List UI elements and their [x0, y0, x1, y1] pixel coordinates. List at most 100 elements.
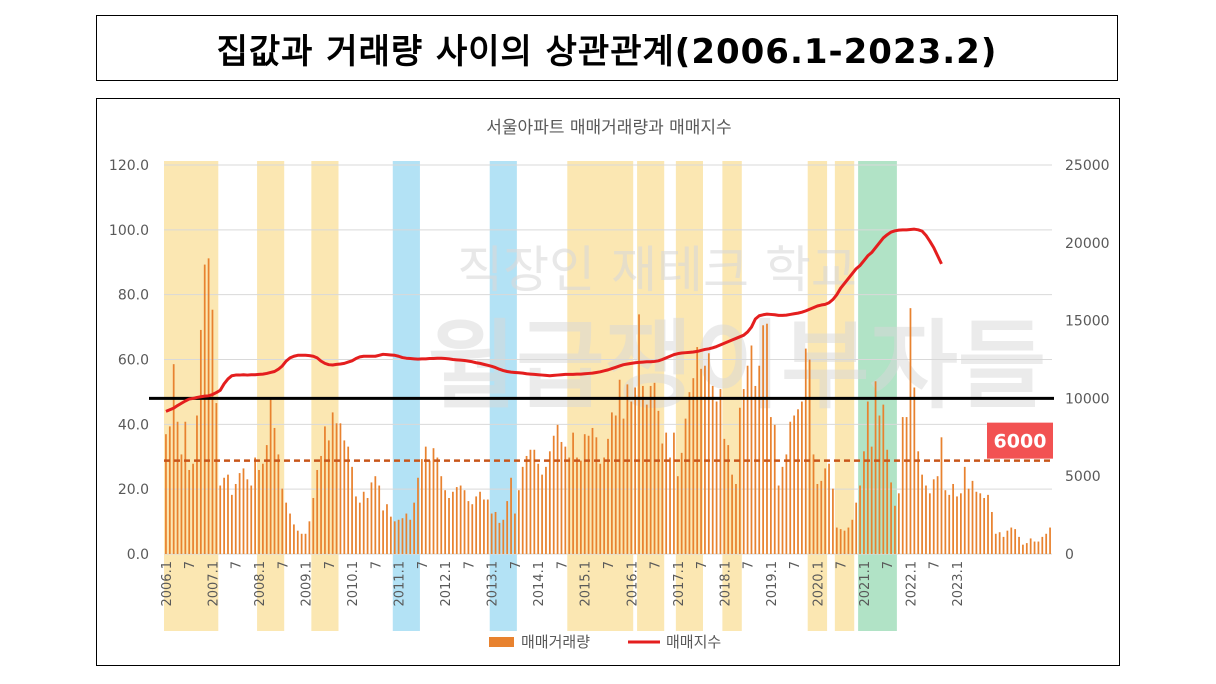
watermark-line1: 직장인 재테크 학교 [457, 241, 857, 299]
volume-bar [273, 427, 276, 554]
volume-bar [855, 502, 858, 554]
volume-bar [913, 387, 916, 554]
volume-bar [475, 496, 478, 554]
x-tick-label: 2018.1 [718, 561, 733, 607]
volume-bar [653, 382, 656, 554]
legend-swatch-bar [489, 637, 514, 647]
volume-bar [281, 488, 284, 554]
volume-bar [409, 519, 412, 554]
x-tick-label: 2023.1 [951, 561, 966, 607]
volume-bar [556, 424, 559, 554]
volume-bar [987, 494, 989, 554]
volume-bar [657, 410, 660, 554]
volume-bar [277, 454, 280, 554]
page-title-box: 집값과 거래량 사이의 상관관계(2006.1-2023.2) [96, 15, 1118, 81]
volume-bar [991, 511, 993, 554]
volume-bar [630, 401, 633, 554]
x-tick-label: 7 [183, 561, 198, 569]
volume-bar [436, 457, 439, 554]
x-tick-label: 2019.1 [765, 561, 780, 607]
volume-bar [661, 443, 664, 554]
threshold-label: 6000 [987, 422, 1053, 459]
x-tick-label: 2008.1 [253, 561, 268, 607]
x-tick-label: 7 [695, 561, 710, 569]
volume-bar [455, 487, 458, 554]
x-tick-label: 7 [835, 561, 850, 569]
volume-bar [262, 463, 264, 554]
volume-bar [789, 421, 792, 554]
volume-bar [1022, 544, 1024, 554]
volume-bar [983, 497, 986, 554]
x-tick-label: 2010.1 [346, 561, 361, 607]
volume-bar [223, 477, 225, 554]
volume-bar [564, 446, 567, 554]
volume-bar [483, 499, 485, 554]
volume-bar [308, 521, 311, 554]
volume-bar [905, 417, 908, 554]
volume-bar [401, 518, 404, 554]
volume-bar [886, 449, 889, 554]
threshold-label-bg [987, 422, 1053, 459]
volume-bar [521, 466, 524, 554]
volume-bar [797, 409, 799, 554]
x-tick-label: 2017.1 [672, 561, 687, 607]
volume-bar [339, 423, 342, 554]
volume-bar [611, 412, 613, 554]
volume-bar [684, 418, 687, 554]
x-tick-label: 7 [230, 561, 245, 569]
volume-bar [254, 457, 256, 554]
volume-bar [894, 505, 896, 554]
volume-bar [199, 329, 202, 554]
volume-bar [331, 412, 334, 554]
volume-bar [948, 494, 951, 554]
volume-bar [327, 440, 330, 554]
volume-bar [711, 385, 714, 554]
volume-bar [812, 454, 815, 554]
volume-bar [417, 477, 419, 554]
volume-bar [196, 415, 198, 554]
volume-bar [335, 423, 338, 554]
legend-label: 매매거래량 [521, 633, 590, 651]
y-left-tick-label: 100.0 [109, 223, 149, 239]
volume-bar [793, 415, 796, 554]
volume-bar [413, 502, 415, 554]
volume-bar [525, 455, 528, 554]
volume-bar [994, 533, 997, 554]
watermark-line2: 월급쟁이부자들 [428, 310, 1046, 422]
volume-bar [975, 491, 978, 554]
volume-bar [448, 497, 450, 554]
volume-bar [824, 468, 827, 554]
volume-bar [293, 524, 295, 554]
volume-bar [579, 460, 582, 554]
volume-bar [316, 469, 319, 554]
volume-bar [828, 463, 830, 554]
volume-bar [486, 499, 489, 554]
chart-container: 직장인 재테크 학교 월급쟁이부자들 6000 0.0 20.0 40.0 60.0 8… [96, 98, 1120, 666]
volume-bar [467, 501, 470, 554]
volume-bar [234, 483, 237, 554]
x-tick-label: 2015.1 [579, 561, 594, 607]
volume-bar [347, 446, 350, 554]
index-line [165, 227, 943, 413]
volume-bar [1002, 536, 1005, 554]
volume-bar [917, 451, 920, 554]
volume-bar [723, 438, 726, 554]
threshold-label-text: 6000 [994, 431, 1047, 453]
volume-bar [676, 476, 679, 554]
volume-bar [688, 392, 691, 554]
volume-bar [552, 435, 555, 554]
volume-bar [816, 483, 819, 554]
volume-bar [773, 424, 776, 554]
volume-bar [878, 415, 881, 554]
y-left-tick-label: 40.0 [118, 417, 149, 433]
chart-title: 서울아파트 매매거래량과 매매지수 [486, 118, 731, 138]
volume-bar [808, 359, 811, 554]
volume-bar [378, 485, 381, 554]
watermark: 직장인 재테크 학교 월급쟁이부자들 [428, 241, 1046, 422]
volume-bar [932, 479, 935, 554]
volume-bar [1033, 541, 1036, 554]
volume-bar [843, 530, 846, 554]
legend-label: 매매지수 [666, 633, 721, 651]
volume-bar [211, 309, 214, 554]
volume-bar [766, 323, 768, 554]
